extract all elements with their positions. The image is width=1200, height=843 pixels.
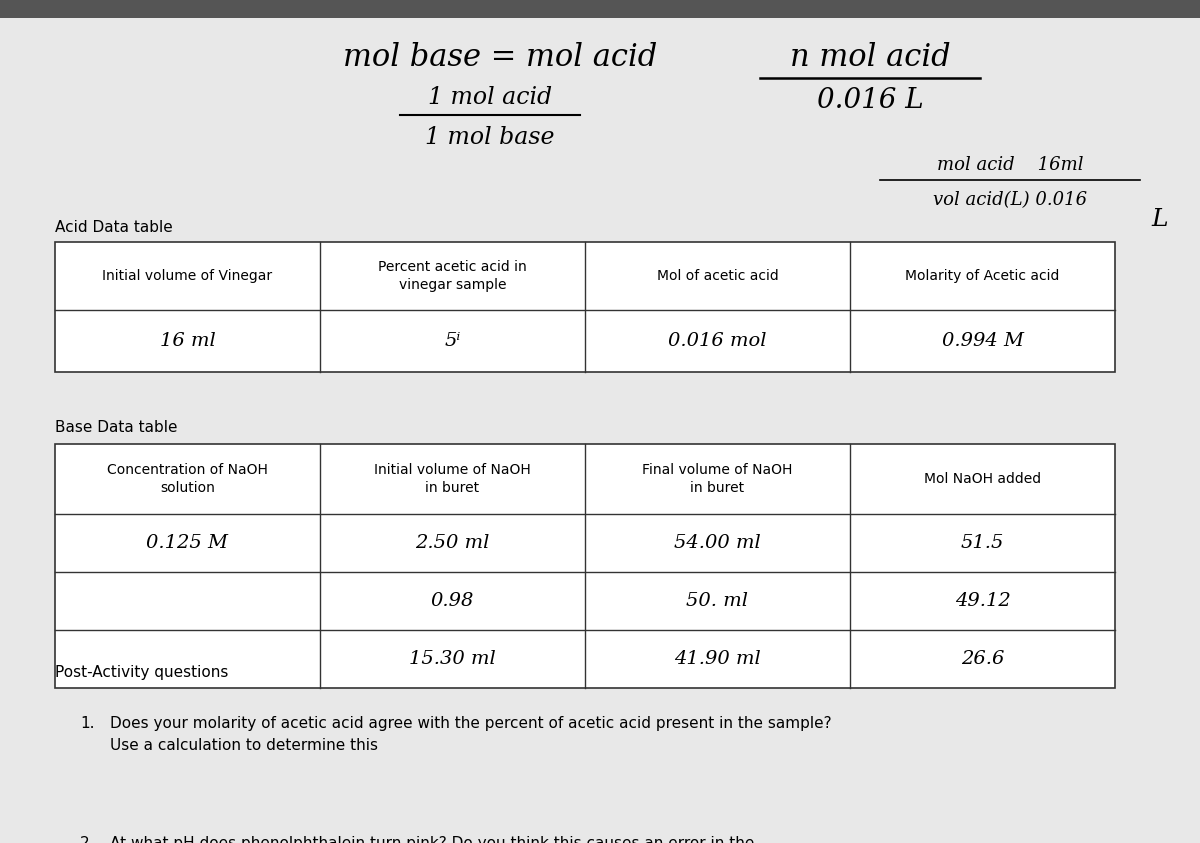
Text: 0.98: 0.98 <box>431 592 474 610</box>
Text: 54.00 ml: 54.00 ml <box>674 534 761 552</box>
Text: 0.016 L: 0.016 L <box>817 87 923 114</box>
Text: 41.90 ml: 41.90 ml <box>674 650 761 668</box>
Text: 50. ml: 50. ml <box>686 592 749 610</box>
Text: 15.30 ml: 15.30 ml <box>409 650 496 668</box>
Text: 51.5: 51.5 <box>961 534 1004 552</box>
Text: 1 mol acid: 1 mol acid <box>428 85 552 109</box>
Text: 2.: 2. <box>80 836 95 843</box>
Text: Concentration of NaOH
solution: Concentration of NaOH solution <box>107 464 268 495</box>
Text: 2.50 ml: 2.50 ml <box>415 534 490 552</box>
Text: vol acid(L) 0.016: vol acid(L) 0.016 <box>932 191 1087 209</box>
Text: Acid Data table: Acid Data table <box>55 221 173 235</box>
Text: At what pH does phenolphthalein turn pink? Do you think this causes an error in : At what pH does phenolphthalein turn pin… <box>110 836 755 843</box>
Text: Molarity of Acetic acid: Molarity of Acetic acid <box>905 269 1060 283</box>
Text: 1 mol base: 1 mol base <box>425 126 554 149</box>
Text: 5ⁱ: 5ⁱ <box>444 332 461 350</box>
Text: 0.016 mol: 0.016 mol <box>668 332 767 350</box>
Bar <box>0 0 1200 18</box>
Text: Mol of acetic acid: Mol of acetic acid <box>656 269 779 283</box>
Text: 26.6: 26.6 <box>961 650 1004 668</box>
Text: 16 ml: 16 ml <box>160 332 215 350</box>
Text: Percent acetic acid in
vinegar sample: Percent acetic acid in vinegar sample <box>378 260 527 292</box>
Text: Mol NaOH added: Mol NaOH added <box>924 472 1042 486</box>
Text: 0.125 M: 0.125 M <box>146 534 228 552</box>
Text: 1.: 1. <box>80 716 95 731</box>
Text: 0.994 M: 0.994 M <box>942 332 1024 350</box>
Text: n mol acid: n mol acid <box>790 42 950 73</box>
Text: mol base = mol acid: mol base = mol acid <box>343 42 658 73</box>
Text: mol acid    16ml: mol acid 16ml <box>937 156 1084 174</box>
Text: Base Data table: Base Data table <box>55 421 178 436</box>
Text: Initial volume of Vinegar: Initial volume of Vinegar <box>102 269 272 283</box>
Bar <box>55 444 1115 688</box>
Text: Initial volume of NaOH
in buret: Initial volume of NaOH in buret <box>374 464 530 495</box>
Text: Does your molarity of acetic acid agree with the percent of acetic acid present : Does your molarity of acetic acid agree … <box>110 716 832 753</box>
Text: Post-Activity questions: Post-Activity questions <box>55 665 228 680</box>
Text: L: L <box>1152 208 1169 232</box>
Bar <box>55 242 1115 372</box>
Text: 49.12: 49.12 <box>955 592 1010 610</box>
Text: Final volume of NaOH
in buret: Final volume of NaOH in buret <box>642 464 793 495</box>
